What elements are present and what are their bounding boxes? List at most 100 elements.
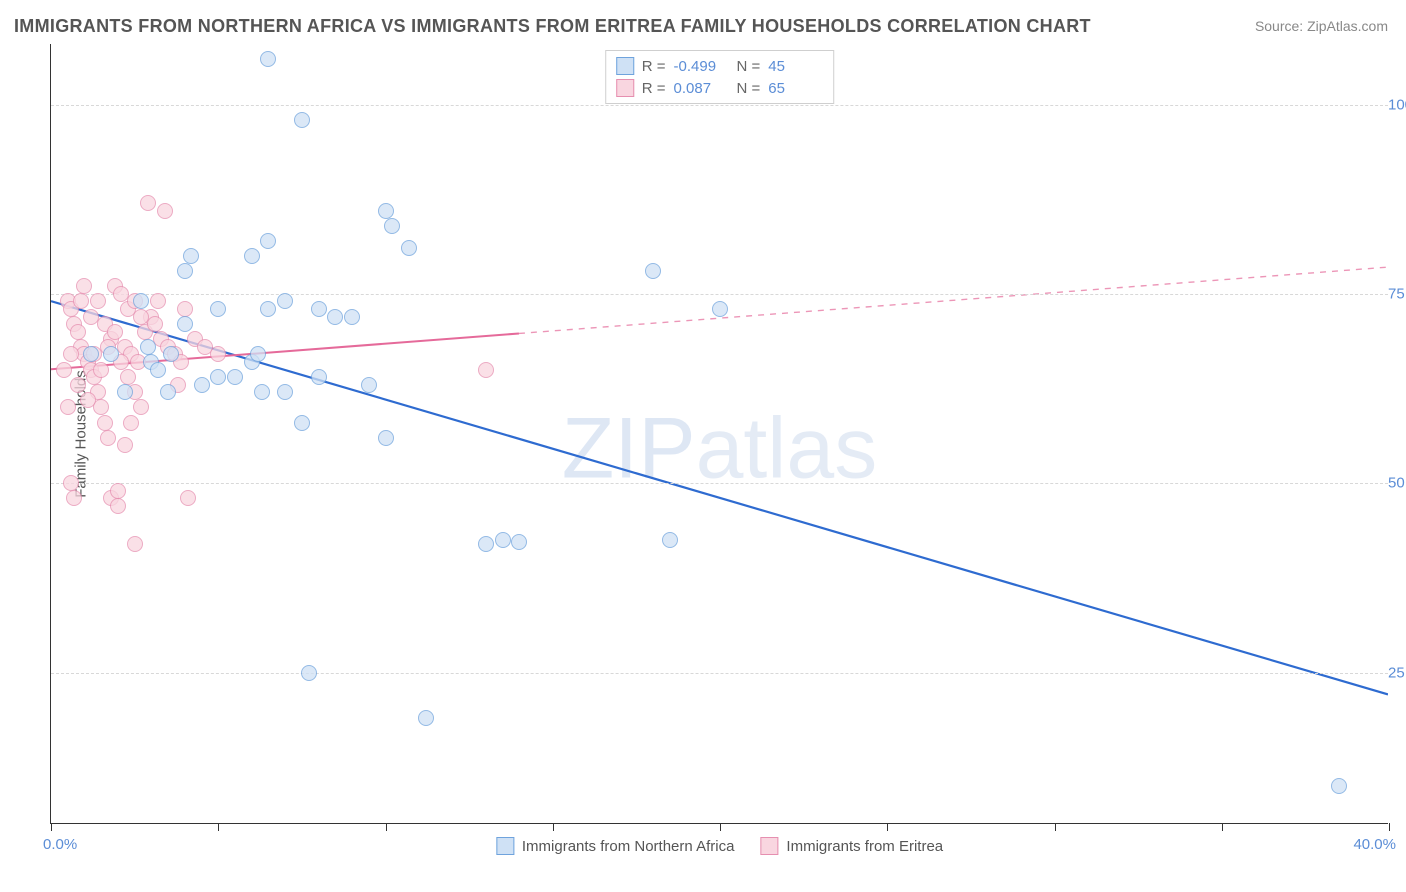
gridline — [51, 673, 1388, 674]
scatter-plot-area: ZIPatlas Family Households R =-0.499N =4… — [50, 44, 1388, 824]
scatter-point — [120, 369, 136, 385]
legend-series-name: Immigrants from Northern Africa — [522, 838, 735, 855]
scatter-point — [418, 710, 434, 726]
scatter-point — [60, 399, 76, 415]
scatter-point — [83, 346, 99, 362]
scatter-point — [177, 263, 193, 279]
gridline — [51, 105, 1388, 106]
legend-swatch — [496, 837, 514, 855]
scatter-point — [63, 475, 79, 491]
scatter-point — [117, 437, 133, 453]
scatter-point — [110, 498, 126, 514]
trend-lines-svg — [51, 44, 1388, 823]
source-prefix: Source: — [1255, 18, 1307, 34]
scatter-point — [157, 203, 173, 219]
scatter-point — [70, 377, 86, 393]
scatter-point — [250, 346, 266, 362]
scatter-point — [260, 51, 276, 67]
legend-swatch — [616, 57, 634, 75]
scatter-point — [63, 346, 79, 362]
scatter-point — [100, 430, 116, 446]
legend-swatch — [616, 79, 634, 97]
scatter-point — [133, 293, 149, 309]
legend-n-value: 65 — [768, 80, 823, 97]
x-tick — [1389, 823, 1390, 831]
y-tick-label: 75.0% — [1388, 285, 1406, 302]
source-link[interactable]: ZipAtlas.com — [1307, 18, 1388, 34]
scatter-point — [66, 490, 82, 506]
scatter-point — [73, 293, 89, 309]
x-tick — [887, 823, 888, 831]
scatter-point — [160, 384, 176, 400]
scatter-point — [277, 384, 293, 400]
series-legend: Immigrants from Northern Africa Immigrant… — [496, 837, 943, 855]
scatter-point — [327, 309, 343, 325]
scatter-point — [90, 293, 106, 309]
scatter-point — [244, 248, 260, 264]
scatter-point — [511, 534, 527, 550]
x-tick — [1055, 823, 1056, 831]
scatter-point — [384, 218, 400, 234]
legend-correlation-row: R =-0.499N =45 — [616, 55, 824, 77]
scatter-point — [123, 415, 139, 431]
scatter-point — [294, 415, 310, 431]
x-tick — [553, 823, 554, 831]
scatter-point — [56, 362, 72, 378]
scatter-point — [76, 278, 92, 294]
legend-r-label: R = — [642, 58, 666, 75]
chart-title: IMMIGRANTS FROM NORTHERN AFRICA VS IMMIG… — [14, 16, 1091, 37]
scatter-point — [140, 195, 156, 211]
scatter-point — [1331, 778, 1347, 794]
watermark-atlas: atlas — [696, 401, 878, 497]
scatter-point — [301, 665, 317, 681]
scatter-point — [645, 263, 661, 279]
legend-r-value: 0.087 — [674, 80, 729, 97]
scatter-point — [150, 362, 166, 378]
scatter-point — [117, 384, 133, 400]
x-tick — [386, 823, 387, 831]
scatter-point — [103, 346, 119, 362]
scatter-point — [183, 248, 199, 264]
scatter-point — [378, 430, 394, 446]
scatter-point — [662, 532, 678, 548]
scatter-point — [227, 369, 243, 385]
scatter-point — [210, 346, 226, 362]
scatter-point — [70, 324, 86, 340]
scatter-point — [80, 392, 96, 408]
scatter-point — [495, 532, 511, 548]
scatter-point — [478, 362, 494, 378]
correlation-legend: R =-0.499N =45R =0.087N =65 — [605, 50, 835, 104]
scatter-point — [210, 369, 226, 385]
scatter-point — [311, 369, 327, 385]
x-tick — [218, 823, 219, 831]
y-tick-label: 50.0% — [1388, 475, 1406, 492]
x-axis-max-label: 40.0% — [1353, 836, 1396, 853]
legend-series-item: Immigrants from Northern Africa — [496, 837, 735, 855]
scatter-point — [97, 415, 113, 431]
y-tick-label: 100.0% — [1388, 96, 1406, 113]
legend-series-name: Immigrants from Eritrea — [786, 838, 943, 855]
scatter-point — [110, 483, 126, 499]
scatter-point — [107, 324, 123, 340]
scatter-point — [260, 301, 276, 317]
legend-n-label: N = — [737, 58, 761, 75]
scatter-point — [361, 377, 377, 393]
scatter-point — [478, 536, 494, 552]
legend-n-label: N = — [737, 80, 761, 97]
scatter-point — [294, 112, 310, 128]
scatter-point — [712, 301, 728, 317]
scatter-point — [93, 399, 109, 415]
scatter-point — [194, 377, 210, 393]
gridline — [51, 483, 1388, 484]
scatter-point — [401, 240, 417, 256]
scatter-point — [260, 233, 276, 249]
scatter-point — [140, 339, 156, 355]
x-tick — [720, 823, 721, 831]
scatter-point — [344, 309, 360, 325]
gridline — [51, 294, 1388, 295]
source-attribution: Source: ZipAtlas.com — [1255, 18, 1388, 34]
scatter-point — [277, 293, 293, 309]
scatter-point — [147, 316, 163, 332]
legend-n-value: 45 — [768, 58, 823, 75]
legend-correlation-row: R =0.087N =65 — [616, 77, 824, 99]
